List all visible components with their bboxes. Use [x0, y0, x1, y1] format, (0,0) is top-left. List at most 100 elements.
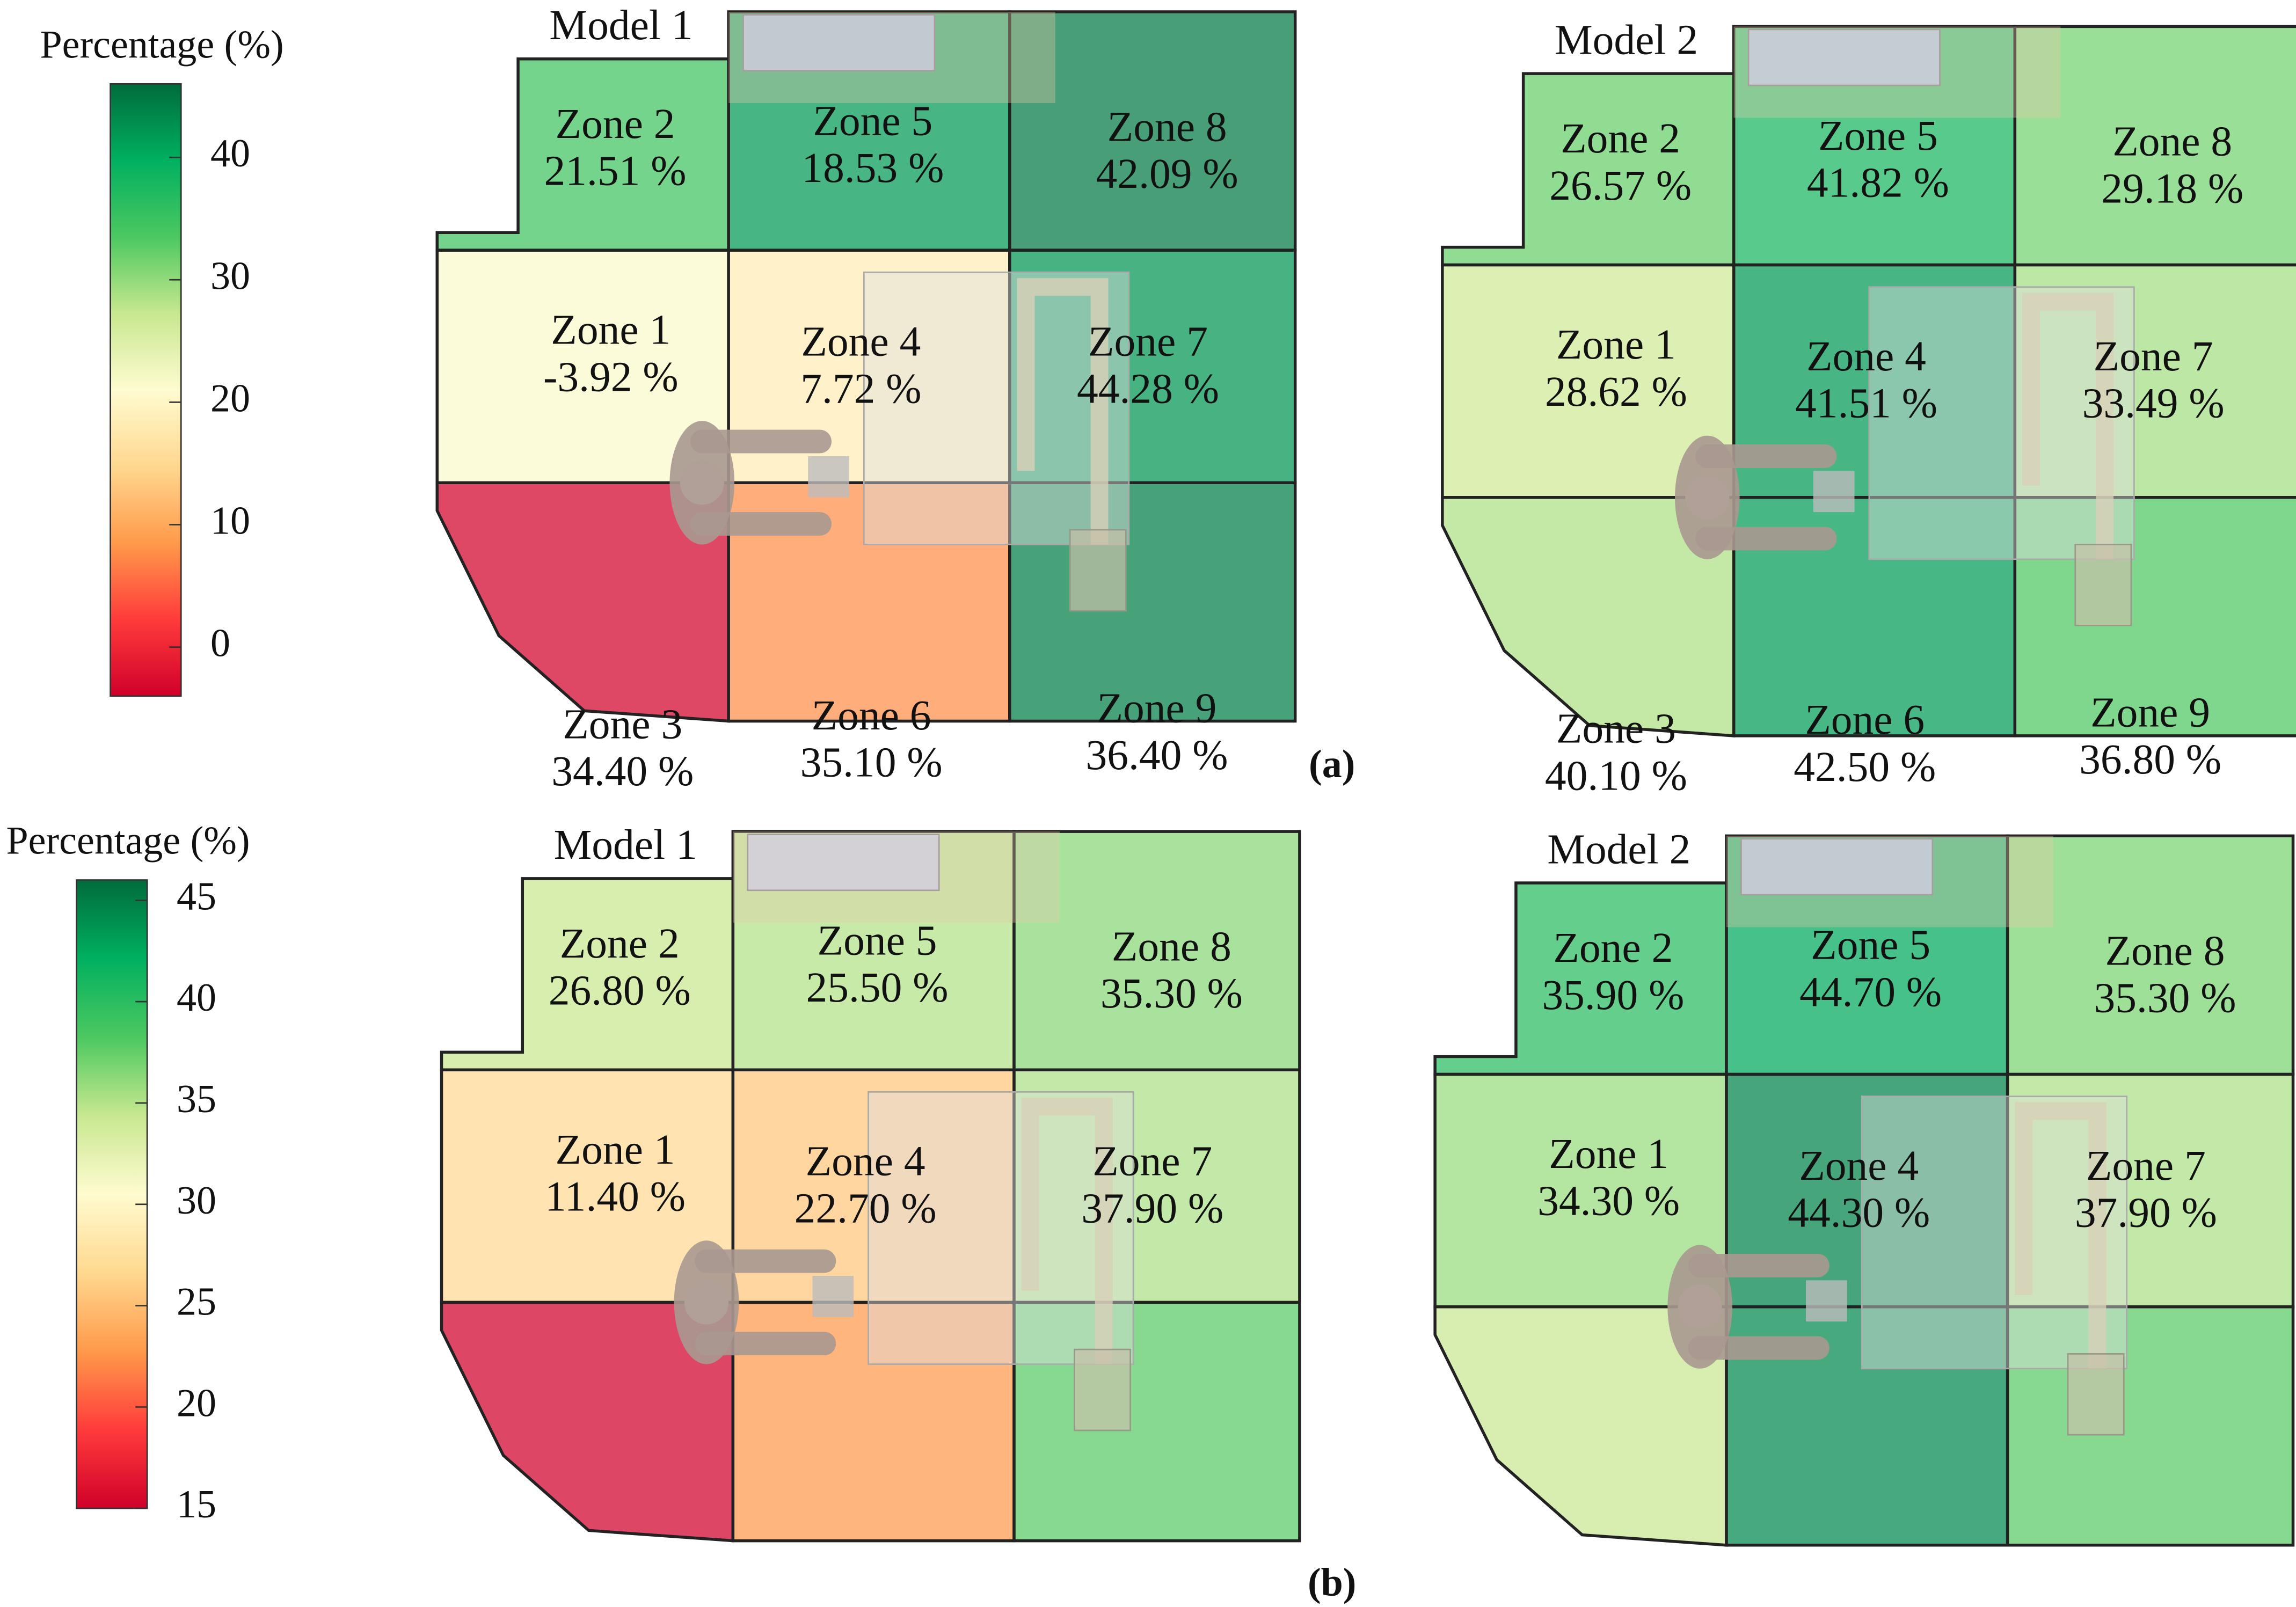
zone-value: 37.90 %	[2075, 1189, 2217, 1237]
zone-value: 42.50 %	[1794, 743, 1936, 791]
zone-value: 26.80 %	[549, 967, 691, 1014]
zone-value: 35.90 %	[1542, 971, 1684, 1019]
zone-value: 33.49 %	[2082, 380, 2225, 427]
zone-label: Zone 1	[1549, 1130, 1668, 1178]
rail	[2015, 1102, 2107, 1369]
colorbar-tick-label: 40	[210, 132, 250, 176]
zone-label: Zone 4	[801, 318, 921, 366]
zone-value: 44.28 %	[1077, 365, 1219, 412]
zone-label: Zone 9	[2090, 689, 2210, 736]
zone-value: 42.09 %	[1096, 150, 1238, 198]
zone-label: Zone 2	[556, 100, 675, 148]
cabinet	[1069, 529, 1127, 612]
cabinet	[2067, 1353, 2125, 1436]
person-arms	[1695, 444, 1837, 551]
panel-label: (a)	[1309, 742, 1355, 786]
device	[1806, 1280, 1847, 1322]
rail	[2022, 293, 2114, 559]
zone-label: Zone 4	[1806, 333, 1926, 380]
colorbar-tick-label: 0	[210, 622, 230, 666]
colorbar-tick-label: 30	[177, 1179, 216, 1223]
zone-value: 25.50 %	[806, 964, 949, 1011]
zone-value: 35.10 %	[800, 739, 943, 786]
person-arms	[695, 1249, 836, 1356]
zone-value: 37.90 %	[1081, 1185, 1223, 1232]
zone-label: Zone 5	[1811, 922, 1930, 969]
colorbar-tick-label: 25	[177, 1280, 216, 1324]
zone-value: 36.40 %	[1085, 732, 1228, 779]
zone-value: 7.72 %	[800, 365, 921, 412]
zone-value: -3.92 %	[543, 353, 679, 400]
bed	[868, 1091, 1134, 1365]
colorbar-tick-label: 10	[210, 499, 250, 543]
colorbar	[76, 879, 148, 1509]
person-arms	[1688, 1253, 1829, 1360]
bed	[1868, 286, 2135, 560]
device	[808, 456, 849, 498]
zone	[1012, 830, 1301, 1071]
zone-label: Zone 8	[2112, 118, 2232, 165]
zone-label: Zone 1	[1556, 321, 1676, 368]
zone	[2013, 25, 2296, 267]
overhang	[1733, 26, 2061, 118]
zone-label: Zone 6	[1805, 696, 1925, 743]
zone-value: 36.80 %	[2079, 736, 2221, 783]
person-head	[684, 1280, 729, 1325]
colorbar-title: Percentage (%)	[40, 23, 284, 67]
zone-value: 11.40 %	[545, 1173, 686, 1221]
window	[1740, 838, 1934, 896]
zone-label: Zone 9	[1097, 684, 1216, 732]
zone-label: Zone 5	[1818, 112, 1938, 159]
zone-label: Zone 8	[1112, 923, 1231, 970]
zone-label: Zone 2	[560, 920, 680, 967]
overhang	[728, 11, 1055, 103]
zone-value: 41.82 %	[1807, 159, 1949, 206]
overhang	[1726, 836, 2053, 927]
model-name: Model 1	[554, 821, 697, 868]
zone-label: Zone 8	[2105, 927, 2225, 975]
zone-value: 34.30 %	[1537, 1178, 1680, 1225]
zone-label: Zone 1	[556, 1126, 675, 1173]
zone-label: Zone 5	[813, 97, 932, 144]
zone-value: 44.30 %	[1788, 1189, 1930, 1237]
zone	[1008, 10, 1297, 252]
panel-label: (b)	[1308, 1561, 1356, 1605]
zone-value: 18.53 %	[801, 144, 944, 192]
colorbar-tick-label: 15	[177, 1482, 216, 1526]
model-name: Model 1	[549, 2, 693, 49]
zone-value: 26.57 %	[1549, 162, 1692, 209]
model-name: Model 2	[1555, 17, 1698, 64]
device	[1813, 471, 1855, 513]
colorbar-tick-label: 20	[177, 1381, 216, 1425]
zone-label: Zone 2	[1561, 115, 1680, 162]
cabinet	[2074, 544, 2132, 626]
zone-value: 28.62 %	[1545, 368, 1687, 415]
overhang	[733, 831, 1060, 923]
zone-label: Zone 6	[812, 692, 931, 739]
person-head	[1678, 1284, 1722, 1329]
colorbar-tick-label: 45	[177, 874, 216, 918]
zone-value: 29.18 %	[2101, 165, 2243, 212]
zone-value: 35.30 %	[2094, 974, 2236, 1021]
colorbar-tick-label: 30	[210, 254, 250, 298]
zone-label: Zone 4	[806, 1138, 925, 1185]
person-head	[680, 461, 724, 505]
zone-label: Zone 7	[2094, 333, 2213, 380]
colorbar-tick-label: 35	[177, 1077, 216, 1121]
window	[747, 834, 940, 892]
zone-label: Zone 8	[1107, 103, 1227, 150]
zone-label: Zone 1	[551, 306, 670, 354]
window	[1747, 28, 1941, 86]
zone-label: Zone 7	[1088, 318, 1208, 366]
zone-value: 40.10 %	[1545, 752, 1687, 799]
colorbar-tick-label: 20	[210, 376, 250, 420]
zone-value: 22.70 %	[795, 1185, 937, 1232]
bed	[1861, 1095, 2128, 1370]
zone	[2006, 834, 2295, 1076]
zone-label: Zone 5	[818, 917, 937, 964]
colorbar-tick-label: 40	[177, 976, 216, 1020]
zone-value: 21.51 %	[544, 148, 687, 195]
zone-value: 34.40 %	[551, 748, 694, 795]
zone-value: 35.30 %	[1100, 970, 1243, 1017]
